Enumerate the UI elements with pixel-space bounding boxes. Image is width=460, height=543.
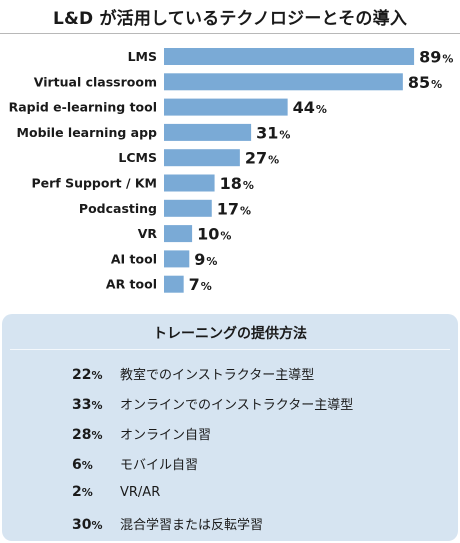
percent-sign: %: [81, 459, 93, 472]
bar: [164, 225, 193, 243]
training-method-row: 22% 教室でのインストラクター主導型: [72, 364, 314, 384]
training-method-label: 教室でのインストラクター主導型: [120, 368, 315, 383]
value-label: 85%: [408, 73, 442, 92]
training-method-row: 33% オンラインでのインストラクター主導型: [72, 394, 353, 414]
category-label: Mobile learning app: [17, 125, 158, 140]
percent-sign: %: [81, 486, 93, 499]
percent-sign: %: [91, 519, 103, 532]
training-method-row: 28% オンライン自習: [72, 424, 211, 444]
bar: [164, 149, 240, 167]
bar: [164, 123, 252, 141]
value-label: 31%: [256, 123, 290, 142]
training-method-percent: 30%: [72, 517, 120, 533]
bar: [164, 73, 403, 91]
training-panel-divider: [10, 349, 450, 350]
category-label: LCMS: [118, 150, 157, 165]
value-label: 7%: [189, 275, 212, 294]
training-method-row: 30% 混合学習または反転学習: [72, 514, 263, 534]
training-panel-title: トレーニングの提供方法: [153, 326, 307, 342]
training-method-label: 混合学習または反転学習: [120, 518, 264, 533]
training-method-label: オンライン自習: [120, 428, 212, 443]
category-label: Virtual classroom: [34, 74, 157, 89]
training-method-percent: 6%: [72, 457, 120, 473]
training-method-value: 33: [72, 397, 92, 413]
training-method-label: モバイル自習: [120, 458, 199, 473]
category-label: AR tool: [106, 277, 157, 292]
value-label: 10%: [197, 225, 231, 244]
bar-chart: LMS 89% Virtual classroom 85% Rapid e-learni…: [9, 48, 454, 295]
training-method-percent: 22%: [72, 367, 120, 383]
bar: [164, 275, 184, 293]
value-label: 9%: [194, 250, 217, 269]
value-label: 17%: [217, 199, 251, 218]
percent-sign: %: [91, 429, 103, 442]
value-label: 44%: [293, 98, 327, 117]
category-label: LMS: [128, 49, 157, 64]
training-method-value: 2: [72, 484, 82, 500]
training-method-value: 6: [72, 457, 82, 473]
percent-sign: %: [91, 399, 103, 412]
category-label: VR: [138, 226, 158, 241]
value-label: 18%: [220, 174, 254, 193]
training-method-value: 30: [72, 517, 92, 533]
category-label: AI tool: [111, 251, 157, 266]
training-panel: トレーニングの提供方法 22% 教室でのインストラクター主導型 33% オンライ…: [2, 314, 458, 541]
bar: [164, 250, 190, 268]
category-label: Podcasting: [79, 201, 157, 216]
training-method-value: 22: [72, 367, 92, 383]
bar: [164, 48, 415, 65]
bar: [164, 98, 288, 116]
percent-sign: %: [91, 369, 103, 382]
category-label: Perf Support / KM: [31, 176, 157, 191]
training-method-label: オンラインでのインストラクター主導型: [120, 398, 354, 413]
training-method-row: 2% VR/AR: [72, 484, 160, 504]
training-method-percent: 28%: [72, 427, 120, 443]
bar: [164, 199, 212, 217]
training-method-row: 6% モバイル自習: [72, 454, 198, 474]
category-label: Rapid e-learning tool: [9, 100, 157, 115]
title-divider: [0, 33, 460, 34]
value-label: 27%: [245, 149, 279, 168]
training-method-label: VR/AR: [120, 485, 161, 500]
training-method-value: 28: [72, 427, 92, 443]
bar: [164, 174, 215, 192]
value-label: 89%: [419, 48, 453, 67]
training-method-percent: 2%: [72, 484, 120, 500]
training-method-percent: 33%: [72, 397, 120, 413]
chart-title: L&D が活用しているテクノロジーとその導入: [52, 9, 408, 29]
